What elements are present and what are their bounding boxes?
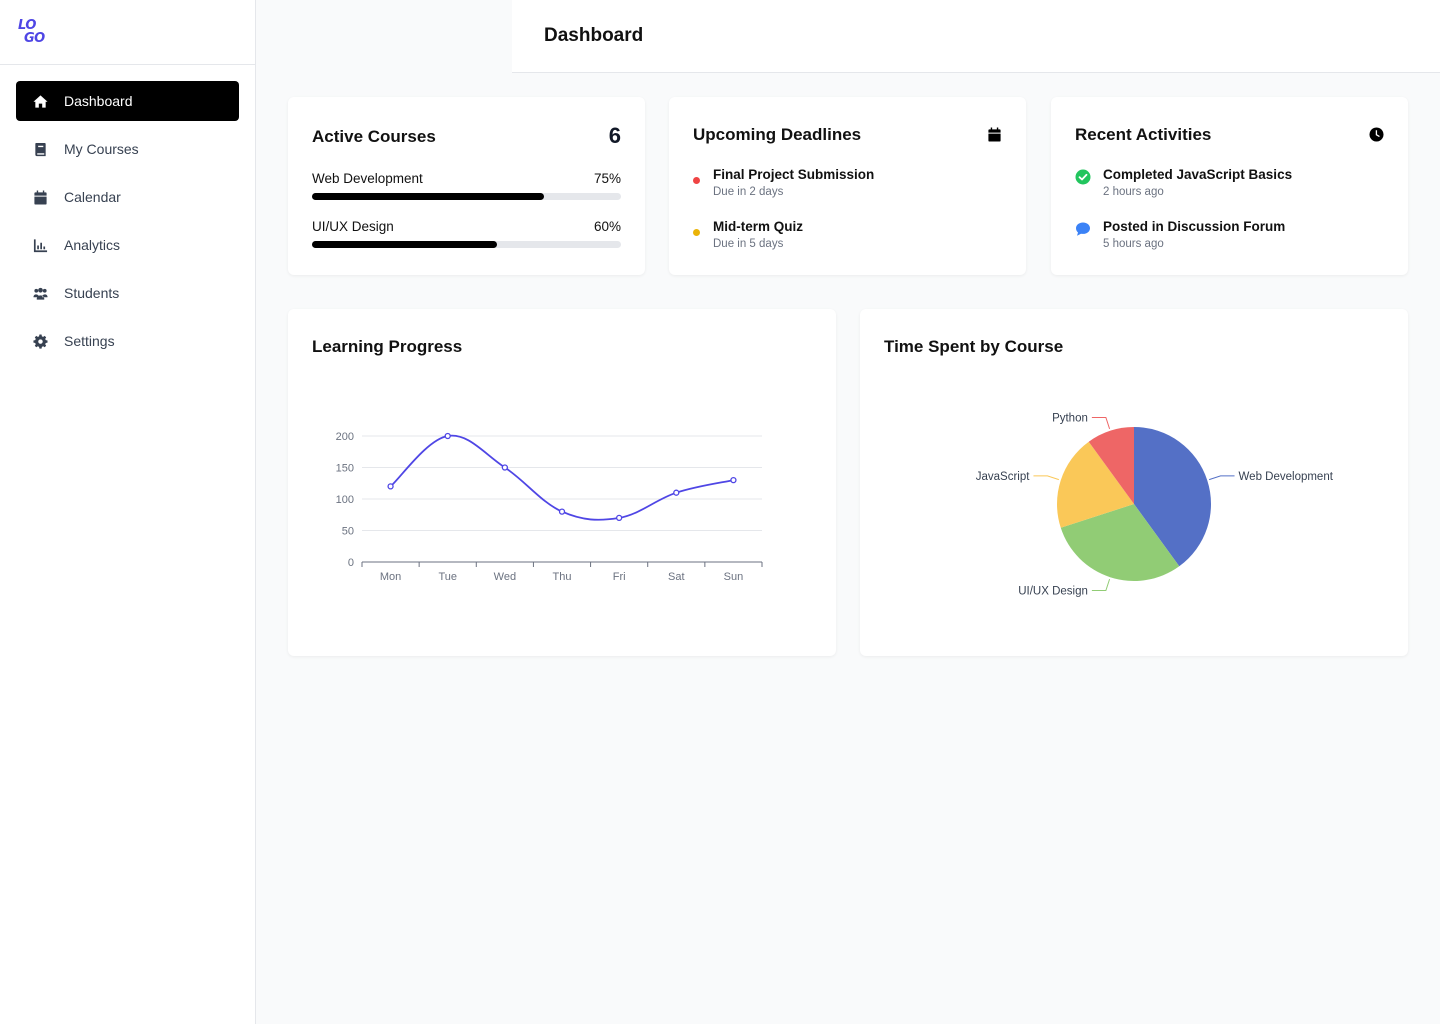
data-point (387, 483, 394, 490)
x-tick-label: Thu (553, 571, 572, 583)
calendar-icon (32, 189, 48, 205)
page-title: Dashboard (544, 25, 644, 46)
sidebar-item-label: My Courses (64, 141, 139, 157)
logo-text-bottom: GO (24, 31, 45, 46)
pie-label-line (1208, 475, 1235, 481)
sidebar-item-students[interactable]: Students (16, 273, 239, 313)
sidebar-nav: Dashboard My Courses Calendar Analytics … (16, 81, 239, 369)
upcoming-deadlines-card: Upcoming Deadlines Final Project Submiss… (669, 97, 1026, 275)
active-courses-count: 6 (608, 123, 621, 148)
deadline-item[interactable]: Mid-term Quiz Due in 5 days (693, 219, 1002, 255)
y-tick-label: 100 (336, 494, 354, 506)
pie-slice-label: JavaScript (976, 471, 1030, 483)
activities-title: Recent Activities (1075, 125, 1212, 144)
time-spent-pie-chart: Web Development UI/UX Design JavaScript Pyt… (976, 412, 1334, 598)
data-point (558, 508, 566, 515)
data-point (444, 432, 451, 440)
active-courses-title: Active Courses (312, 127, 436, 146)
activity-item[interactable]: Posted in Discussion Forum 5 hours ago (1075, 219, 1384, 255)
deadline-item[interactable]: Final Project Submission Due in 2 days (693, 167, 1002, 203)
deadline-due: Due in 2 days (713, 186, 784, 198)
sidebar-item-label: Settings (64, 333, 115, 349)
x-tick-label: Mon (380, 571, 401, 583)
sidebar-item-label: Students (64, 285, 120, 301)
data-point (730, 476, 737, 484)
calendar-icon (987, 127, 1002, 142)
bar-chart-icon (32, 237, 48, 253)
sidebar-item-label: Dashboard (64, 93, 133, 109)
active-courses-card: Active Courses 6 Web Development 75% UI/… (288, 97, 645, 275)
sidebar-item-my-courses[interactable]: My Courses (16, 129, 239, 169)
sidebar-item-label: Analytics (64, 237, 121, 253)
sidebar-item-settings[interactable]: Settings (16, 321, 239, 361)
clock-icon (1369, 127, 1384, 142)
sidebar-item-calendar[interactable]: Calendar (16, 177, 239, 217)
gear-icon (32, 333, 48, 349)
learning-progress-title: Learning Progress (312, 337, 463, 356)
sidebar-item-analytics[interactable]: Analytics (16, 225, 239, 265)
pie-slice-label: Python (1052, 412, 1088, 424)
learning-progress-chart: 0 50 100 150 200 Mon Tue Wed Thu Fri Sat Sun (336, 431, 763, 583)
check-circle-icon (1075, 169, 1091, 185)
course-percent: 75% (593, 171, 621, 186)
y-tick-label: 200 (336, 431, 354, 443)
pie-slice (1088, 427, 1134, 504)
activity-item[interactable]: Completed JavaScript Basics 2 hours ago (1075, 167, 1384, 203)
progress-fill (312, 241, 498, 248)
status-dot (693, 229, 700, 236)
logo-text-top: LO (18, 18, 36, 33)
time-spent-card: Time Spent by Course Web Development UI/U… (860, 309, 1408, 656)
x-tick-label: Sun (724, 571, 744, 583)
deadline-title: Final Project Submission (713, 167, 875, 182)
logo[interactable]: LO GO (18, 19, 48, 47)
activity-time: 2 hours ago (1103, 186, 1164, 198)
course-name: Web Development (312, 171, 423, 186)
pie-slice (1057, 441, 1134, 528)
sidebar-item-label: Calendar (64, 189, 121, 205)
y-tick-label: 150 (336, 463, 354, 475)
activity-time: 5 hours ago (1103, 238, 1164, 250)
x-tick-label: Wed (494, 571, 516, 583)
activity-title: Posted in Discussion Forum (1103, 219, 1286, 234)
pie-slice (1134, 427, 1211, 567)
x-tick-label: Fri (613, 571, 626, 583)
pie-label-line (1091, 416, 1111, 430)
x-tick-label: Tue (438, 571, 457, 583)
learning-progress-card: Learning Progress 0 50 100 150 200 Mon Tue Wed T… (288, 309, 836, 656)
pie-slice (1060, 504, 1180, 581)
deadline-title: Mid-term Quiz (713, 219, 803, 234)
progress-track (312, 193, 621, 200)
status-dot (693, 177, 700, 184)
sidebar: LO GO Dashboard My Courses Calendar (0, 0, 256, 1024)
course-percent: 60% (593, 219, 621, 234)
home-icon (32, 93, 48, 109)
pie-label-line (1091, 578, 1111, 592)
activity-title: Completed JavaScript Basics (1103, 167, 1293, 182)
series-line (389, 434, 734, 521)
y-tick-label: 0 (348, 557, 354, 569)
deadlines-title: Upcoming Deadlines (693, 125, 862, 144)
sidebar-item-dashboard[interactable]: Dashboard (16, 81, 239, 121)
recent-activities-card: Recent Activities Completed JavaScript B… (1051, 97, 1408, 275)
time-spent-title: Time Spent by Course (884, 337, 1064, 356)
logo-area: LO GO (0, 0, 255, 65)
data-point (673, 489, 680, 496)
chat-bubble-icon (1075, 221, 1091, 237)
y-tick-label: 50 (342, 526, 354, 538)
course-name: UI/UX Design (312, 219, 394, 234)
pie-slice-label: Web Development (1239, 471, 1334, 483)
top-header: Dashboard (512, 0, 1440, 73)
deadline-due: Due in 5 days (713, 238, 784, 250)
x-tick-label: Sat (668, 571, 685, 583)
progress-track (312, 241, 621, 248)
users-icon (32, 285, 48, 301)
pie-label-line (1033, 475, 1060, 481)
pie-slice-label: UI/UX Design (1018, 586, 1088, 598)
progress-fill (312, 193, 544, 200)
book-icon (32, 141, 48, 157)
data-point (501, 464, 509, 471)
data-point (615, 514, 623, 522)
